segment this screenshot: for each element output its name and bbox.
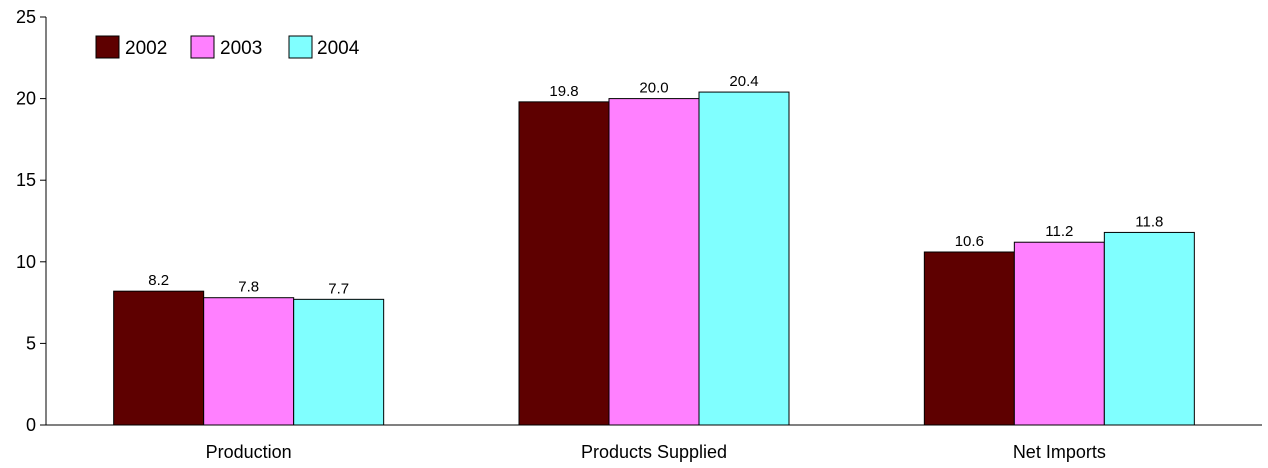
category-label: Products Supplied [581,442,727,462]
bar-2002-1 [518,101,610,426]
legend-swatch-2004 [288,35,313,59]
bar-2004-0 [293,298,385,426]
legend-swatch-2002 [95,35,120,59]
bar-value-label: 20.0 [639,80,668,97]
category-label: Production [206,442,292,462]
bar-value-label: 19.8 [549,83,578,100]
bar-2004-1 [698,91,790,426]
bar-2004-2 [1103,231,1195,426]
bar-2002-2 [923,251,1015,426]
y-tick-label: 10 [16,252,36,272]
bar-2003-1 [608,98,700,426]
bar-value-label: 10.6 [955,233,984,250]
bar-value-label: 11.8 [1135,213,1163,230]
y-tick-label: 25 [16,7,36,27]
legend-label: 2003 [220,38,262,59]
category-label: Net Imports [1013,442,1106,462]
category-labels: Production Products Supplied Net Imports [206,442,1106,462]
legend-swatch-2003 [190,35,215,59]
bar-value-label: 7.8 [238,279,259,296]
y-tick-label: 15 [16,170,36,190]
bar-value-label: 7.7 [328,280,349,297]
y-ticks: 0 5 10 15 20 25 [16,7,46,435]
legend-label: 2002 [125,38,167,59]
bar-2003-2 [1013,241,1105,426]
value-labels: 8.2 7.8 7.7 19.8 20.0 20.4 10.6 11.2 11.8 [148,73,1163,297]
bar-value-label: 20.4 [729,73,758,90]
bar-2002-0 [113,290,205,426]
legend-label: 2004 [317,38,360,59]
legend: 2002 2003 2004 [95,35,360,59]
y-tick-label: 5 [26,333,36,353]
bar-2003-0 [203,297,295,426]
bars [113,91,1195,426]
y-tick-label: 20 [16,89,36,109]
y-tick-label: 0 [26,415,36,435]
bar-value-label: 8.2 [148,272,169,289]
bar-value-label: 11.2 [1045,223,1073,240]
